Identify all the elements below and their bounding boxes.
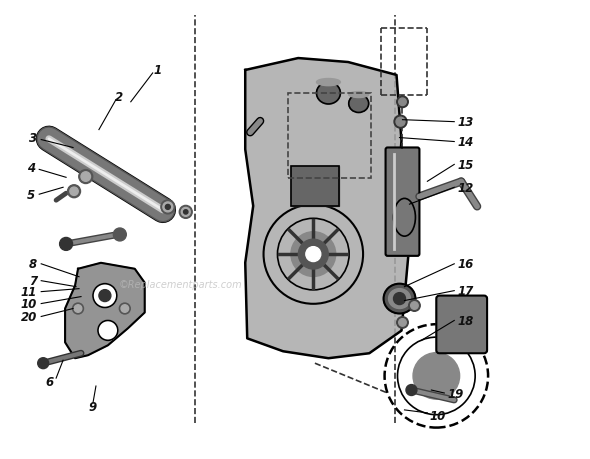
Text: 17: 17	[457, 285, 474, 297]
Text: 16: 16	[457, 257, 474, 271]
Circle shape	[73, 303, 84, 314]
Text: 10: 10	[430, 409, 445, 422]
Circle shape	[93, 284, 117, 308]
Polygon shape	[65, 263, 145, 358]
Circle shape	[99, 290, 111, 302]
Circle shape	[165, 205, 171, 210]
Text: ©Replacementparts.com: ©Replacementparts.com	[119, 279, 242, 289]
Circle shape	[406, 385, 417, 396]
Circle shape	[291, 232, 336, 277]
Circle shape	[81, 173, 90, 182]
Text: 20: 20	[21, 310, 37, 323]
Circle shape	[98, 321, 118, 341]
Ellipse shape	[384, 284, 415, 314]
Ellipse shape	[389, 289, 411, 309]
Circle shape	[394, 293, 405, 305]
Circle shape	[79, 170, 93, 184]
Circle shape	[399, 99, 407, 106]
Text: 1: 1	[153, 64, 162, 77]
Circle shape	[396, 118, 405, 127]
Ellipse shape	[349, 95, 369, 113]
Text: 5: 5	[27, 188, 35, 202]
Circle shape	[399, 319, 407, 326]
Circle shape	[70, 188, 78, 196]
Ellipse shape	[316, 79, 340, 86]
Text: 6: 6	[45, 375, 53, 388]
Circle shape	[113, 229, 126, 241]
Circle shape	[181, 208, 190, 217]
Circle shape	[396, 317, 408, 329]
FancyBboxPatch shape	[386, 148, 419, 256]
Circle shape	[179, 206, 192, 219]
Text: 9: 9	[89, 401, 97, 414]
Circle shape	[74, 305, 82, 313]
Circle shape	[60, 238, 73, 251]
Ellipse shape	[349, 92, 369, 98]
Circle shape	[411, 302, 418, 310]
Circle shape	[119, 303, 130, 314]
Bar	[291, 167, 339, 207]
Text: 18: 18	[457, 314, 474, 327]
FancyBboxPatch shape	[437, 296, 487, 353]
Circle shape	[68, 185, 80, 198]
Bar	[291, 167, 339, 207]
Circle shape	[299, 240, 328, 269]
Ellipse shape	[316, 83, 340, 105]
Circle shape	[38, 358, 48, 369]
Text: 12: 12	[457, 181, 474, 194]
Ellipse shape	[394, 199, 415, 237]
Circle shape	[163, 202, 173, 213]
Text: 13: 13	[457, 116, 474, 129]
Text: 19: 19	[447, 386, 464, 400]
Text: 11: 11	[21, 285, 37, 298]
Text: 15: 15	[457, 158, 474, 172]
Text: 8: 8	[29, 257, 37, 271]
Circle shape	[121, 305, 129, 313]
Bar	[287, 94, 371, 178]
Text: 2: 2	[115, 91, 123, 104]
Text: 14: 14	[457, 136, 474, 149]
Text: 7: 7	[29, 274, 37, 287]
Circle shape	[396, 97, 408, 108]
Text: 10: 10	[21, 297, 37, 310]
Circle shape	[183, 210, 188, 215]
Circle shape	[161, 201, 175, 214]
Circle shape	[306, 247, 321, 262]
Circle shape	[413, 353, 460, 399]
Circle shape	[409, 300, 420, 312]
Circle shape	[394, 116, 407, 129]
Text: 3: 3	[29, 132, 37, 145]
Polygon shape	[245, 59, 408, 358]
Text: 4: 4	[27, 162, 35, 174]
